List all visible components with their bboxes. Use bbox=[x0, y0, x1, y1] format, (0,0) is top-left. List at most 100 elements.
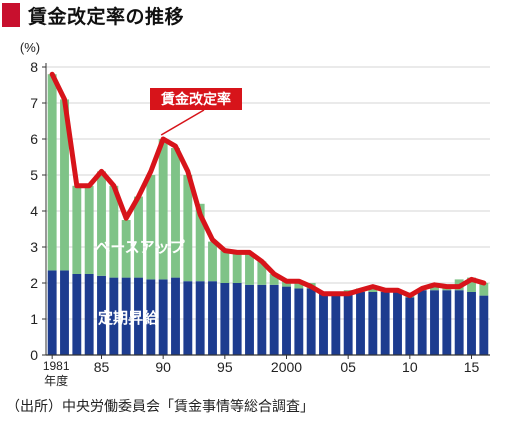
bar-regular-raise-2014 bbox=[454, 290, 464, 355]
bar-regular-raise-2004 bbox=[331, 293, 341, 355]
bar-base-up-1987 bbox=[121, 220, 131, 278]
point-wage-revision-1985 bbox=[100, 170, 103, 173]
bar-regular-raise-2005 bbox=[343, 293, 353, 355]
bar-regular-raise-1985 bbox=[97, 275, 106, 355]
bar-base-up-1985 bbox=[97, 171, 106, 276]
bar-base-up-2001 bbox=[294, 281, 304, 289]
bar-regular-raise-2007 bbox=[368, 292, 378, 355]
bar-regular-raise-1994 bbox=[208, 281, 217, 355]
point-wage-revision-1988 bbox=[137, 195, 140, 198]
point-wage-revision-1997 bbox=[248, 251, 251, 254]
x-tick-label: 1981 bbox=[43, 359, 70, 373]
bar-regular-raise-2012 bbox=[430, 290, 439, 355]
bar-regular-raise-1984 bbox=[84, 274, 94, 355]
line-wage-revision-rate bbox=[49, 71, 487, 299]
label-box-wage-revision bbox=[150, 88, 242, 110]
point-wage-revision-1987 bbox=[124, 217, 128, 220]
y-tick-label: 6 bbox=[30, 131, 38, 147]
point-wage-revision-1995 bbox=[223, 249, 227, 252]
bar-base-up-1995 bbox=[220, 250, 230, 283]
y-tick-label: 3 bbox=[30, 239, 38, 255]
bar-regular-raise-2008 bbox=[380, 292, 390, 355]
point-wage-revision-2012 bbox=[433, 283, 436, 286]
point-wage-revision-1982 bbox=[63, 98, 66, 101]
point-wage-revision-2001 bbox=[297, 280, 301, 283]
label-leader-line bbox=[160, 109, 205, 136]
y-tick-label: 4 bbox=[30, 203, 38, 219]
bar-base-up-1986 bbox=[109, 185, 119, 278]
bar-regular-raise-1992 bbox=[183, 281, 193, 355]
chart-title: 賃金改定率の推移 bbox=[28, 5, 185, 28]
bar-regular-raise-1990 bbox=[158, 279, 168, 355]
bar-regular-raise-2001 bbox=[294, 288, 304, 355]
bar-base-up-1993 bbox=[195, 203, 205, 282]
y-unit-label: (%) bbox=[20, 40, 40, 55]
point-wage-revision-1994 bbox=[211, 238, 214, 241]
x-tick-label: 2000 bbox=[271, 359, 302, 375]
x-tick-label: 05 bbox=[340, 359, 356, 375]
x-tick-label: 15 bbox=[464, 359, 480, 375]
y-tick-label: 1 bbox=[30, 311, 38, 327]
point-wage-revision-2003 bbox=[322, 292, 325, 295]
point-wage-revision-2010 bbox=[408, 294, 412, 297]
bar-regular-raise-2009 bbox=[393, 292, 402, 355]
title-bar: 賃金改定率の推移 bbox=[0, 0, 184, 30]
bar-base-up-2007 bbox=[368, 286, 378, 292]
point-wage-revision-1990 bbox=[161, 137, 165, 141]
bar-base-up-1999 bbox=[269, 274, 279, 285]
y-tick-label: 2 bbox=[30, 275, 38, 291]
point-wage-revision-1998 bbox=[260, 260, 264, 263]
point-wage-revision-2014 bbox=[457, 285, 461, 288]
bar-base-up-1981 bbox=[47, 74, 57, 271]
bar-base-up-1992 bbox=[183, 175, 193, 282]
bar-base-up-1994 bbox=[208, 241, 217, 282]
bar-regular-raise-1987 bbox=[121, 277, 131, 355]
bar-regular-raise-2006 bbox=[356, 292, 365, 355]
point-wage-revision-1999 bbox=[272, 272, 276, 276]
source-note: （出所）中央労働委員会「賃金事情等総合調査」 bbox=[6, 399, 314, 415]
point-wage-revision-1996 bbox=[235, 251, 239, 254]
bar-regular-raise-1996 bbox=[232, 283, 242, 355]
point-wage-revision-1992 bbox=[186, 170, 190, 173]
bar-regular-raise-2016 bbox=[479, 295, 489, 355]
bar-base-up-2012 bbox=[430, 284, 439, 291]
point-wage-revision-2004 bbox=[334, 292, 338, 295]
bar-regular-raise-1991 bbox=[171, 277, 180, 355]
x-tick-label: 10 bbox=[402, 359, 418, 375]
bar-base-up-2016 bbox=[479, 283, 489, 296]
bar-regular-raise-1989 bbox=[146, 279, 156, 355]
bar-regular-raise-2000 bbox=[282, 286, 291, 355]
point-wage-revision-1986 bbox=[112, 184, 116, 187]
bar-regular-raise-2013 bbox=[442, 290, 452, 355]
bar-regular-raise-2015 bbox=[467, 292, 476, 355]
point-wage-revision-2013 bbox=[445, 285, 449, 288]
bar-base-up-2000 bbox=[282, 281, 291, 287]
point-wage-revision-2015 bbox=[470, 278, 473, 281]
x-unit-label: 年度 bbox=[44, 373, 68, 388]
y-tick-label: 5 bbox=[30, 167, 38, 183]
point-wage-revision-2008 bbox=[383, 289, 387, 292]
point-wage-revision-2009 bbox=[396, 289, 399, 292]
bar-base-up-1990 bbox=[158, 139, 168, 280]
point-wage-revision-2007 bbox=[371, 285, 375, 288]
point-wage-revision-1981 bbox=[50, 73, 54, 76]
bar-base-up-1996 bbox=[232, 252, 242, 283]
title-accent-mark bbox=[2, 3, 20, 27]
bar-base-up-1989 bbox=[146, 175, 156, 280]
bar-regular-raise-1983 bbox=[72, 274, 82, 355]
bar-base-up-1998 bbox=[257, 261, 267, 285]
bar-base-up-1997 bbox=[245, 252, 254, 285]
point-wage-revision-2016 bbox=[482, 281, 486, 285]
bar-regular-raise-2003 bbox=[319, 293, 328, 355]
bar-regular-raise-1982 bbox=[60, 270, 69, 355]
bar-base-up-2015 bbox=[467, 277, 476, 292]
point-wage-revision-2002 bbox=[309, 285, 313, 288]
y-tick-label: 8 bbox=[30, 59, 38, 75]
bar-base-up-1991 bbox=[171, 148, 180, 278]
bar-regular-raise-2010 bbox=[405, 297, 415, 355]
bar-base-up-1984 bbox=[84, 185, 94, 274]
bar-regular-raise-1999 bbox=[269, 284, 279, 355]
x-tick-label: 85 bbox=[94, 359, 110, 375]
point-wage-revision-1993 bbox=[198, 213, 202, 216]
